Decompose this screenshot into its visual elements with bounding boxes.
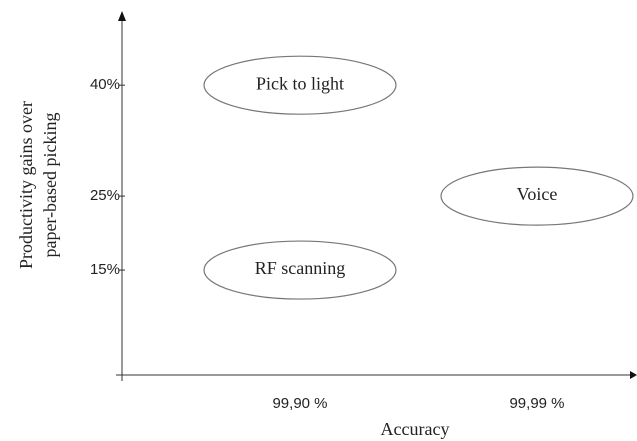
y-axis-label-line: Productivity gains over (16, 101, 36, 269)
y-tick-label: 15% (90, 261, 120, 278)
point-ellipse (203, 240, 397, 300)
point-label: RF scanning (255, 258, 346, 278)
x-axis-label: Accuracy (381, 419, 450, 439)
x-tick-label: 99,99 % (509, 395, 564, 412)
point-label: Voice (517, 184, 558, 204)
y-tick-label: 40% (90, 76, 120, 93)
y-axis-arrow (118, 11, 126, 21)
y-tick-label: 25% (90, 187, 120, 204)
point-ellipse (203, 55, 397, 115)
x-axis-arrow (630, 371, 637, 379)
point-label: Pick to light (256, 73, 344, 93)
point-ellipse (440, 166, 634, 226)
y-axis-label-line: paper-based picking (40, 112, 60, 257)
y-axis-label: Productivity gains over paper-based pick… (16, 101, 60, 269)
x-tick-label: 99,90 % (272, 395, 327, 412)
